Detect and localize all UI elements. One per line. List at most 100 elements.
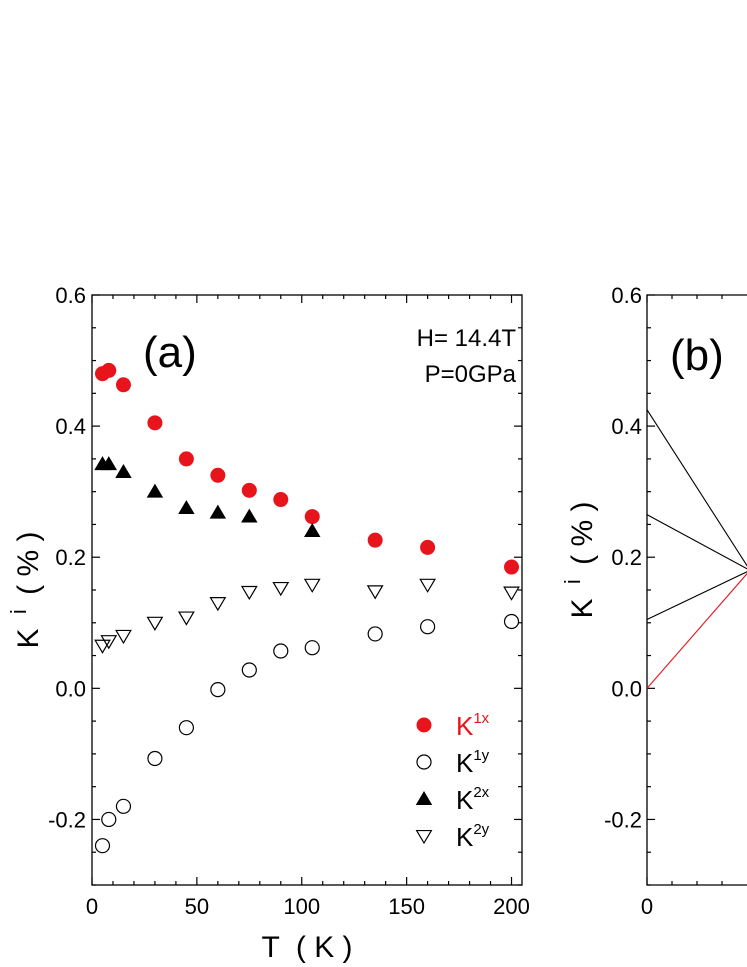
data-point-K2x — [178, 500, 195, 515]
data-point-K2y — [209, 597, 227, 612]
data-point-K1y — [503, 613, 520, 630]
panel-a-y-axis-label-sup: i — [6, 609, 31, 614]
legend-label-main: K — [456, 822, 474, 852]
series-K2y — [94, 578, 520, 654]
data-point-K1y — [273, 643, 289, 659]
data-point-K2y — [303, 578, 321, 593]
data-point-K1x — [178, 451, 194, 467]
data-point-K2x — [241, 508, 258, 523]
panel-a-ticks — [91, 294, 522, 886]
legend-label-main: K — [456, 711, 474, 741]
data-point-K1x — [504, 559, 520, 575]
data-point-K2y — [272, 581, 290, 597]
data-point-K1x — [115, 377, 131, 393]
panel-b: -0.2 0.0 0.2 0.4 0.6 0 (b) K i ( % ) — [554, 283, 747, 919]
panel-a-annotation-field: H= 14.4T — [417, 325, 517, 352]
data-point-K1x — [101, 362, 117, 378]
series-K2x — [94, 456, 321, 537]
data-point-K2y — [146, 616, 164, 631]
panel-b-ytick-label: 0.2 — [611, 545, 642, 570]
data-point-K1x — [367, 532, 383, 548]
legend-label-K1y: K1y — [456, 747, 490, 778]
panel-b-ticks — [646, 294, 723, 886]
panel-a-label: (a) — [143, 328, 197, 377]
panel-b-y-axis-label-sup: i — [560, 579, 585, 584]
data-point-K1x — [420, 539, 436, 555]
data-point-K1y — [115, 798, 132, 814]
panel-a: -0.2 0.0 0.2 0.4 0.6 0 50 100 150 200 (a) H= 14.… — [0, 283, 530, 964]
data-point-K2y — [366, 585, 384, 600]
panel-a-annotation-pressure: P=0GPa — [425, 361, 517, 388]
legend-label-K2y: K2y — [456, 821, 490, 852]
panel-b-y-axis-label: K i ( % ) — [554, 502, 599, 619]
data-point-K1y — [178, 720, 194, 736]
data-point-K2x — [146, 483, 164, 498]
panel-a-markers — [94, 362, 520, 854]
legend-label-K1x: K1x — [456, 710, 490, 741]
data-point-K1y — [367, 626, 383, 642]
data-point-K1y — [101, 811, 117, 828]
data-point-K2y — [503, 586, 520, 601]
data-point-K1x — [241, 482, 257, 498]
panel-a-xtick-label: 50 — [185, 894, 209, 919]
data-point-K1x — [210, 467, 226, 483]
svg-text:K i ( % ): K i ( % ) — [0, 532, 45, 649]
panel-a-xtick-labels: 0 50 100 150 200 — [86, 894, 530, 919]
data-point-K1y — [420, 619, 436, 635]
data-point-K2y — [115, 629, 132, 645]
data-point-K1y — [210, 682, 226, 698]
data-point-K2y — [419, 578, 437, 593]
panel-a-ytick-label: 0.0 — [55, 676, 86, 701]
legend-entry-K2x: K2x — [415, 784, 490, 815]
panel-a-y-axis-label: K i ( % ) — [0, 532, 45, 649]
legend-label-sup: 1x — [473, 710, 489, 727]
data-point-K1y — [147, 750, 163, 767]
panel-b-y-axis-label-unit: ( % ) — [566, 502, 599, 565]
panel-b-lines — [646, 409, 747, 689]
data-point-K1x — [273, 492, 289, 508]
panel-a-ytick-label: 0.4 — [55, 414, 86, 439]
panel-b-ytick-label: 0.4 — [611, 414, 642, 439]
legend-entry-K1y: K1y — [416, 747, 490, 778]
data-point-K2y — [240, 585, 258, 601]
panel-a-ytick-label: 0.2 — [55, 545, 86, 570]
legend-label-main: K — [456, 748, 474, 778]
data-point-K2x — [209, 504, 227, 519]
panel-b-line-1 — [646, 409, 747, 567]
data-point-K1y — [94, 838, 111, 854]
data-point-K2x — [304, 523, 321, 537]
series-K1y — [94, 613, 520, 854]
panel-a-y-axis-label-main: K — [12, 628, 45, 648]
data-point-K2y — [100, 635, 118, 650]
panel-a-xtick-label: 0 — [86, 894, 98, 919]
legend-marker-K2x — [415, 791, 433, 805]
panel-a-xtick-label: 200 — [493, 894, 530, 919]
data-point-K1x — [304, 509, 320, 525]
panel-b-y-axis-label-main: K — [566, 598, 599, 618]
legend-marker-K1x — [416, 717, 432, 733]
panel-b-ytick-label: 0.0 — [611, 676, 642, 701]
legend-label-sup: 2y — [473, 821, 489, 838]
panel-a-xtick-label: 150 — [388, 894, 425, 919]
data-point-K1y — [304, 640, 320, 656]
panel-b-label: (b) — [670, 331, 724, 380]
svg-text:K i ( % ): K i ( % ) — [554, 502, 599, 619]
panel-b-line-4 — [646, 572, 747, 689]
legend-label-sup: 1y — [473, 747, 489, 764]
data-point-K2x — [100, 456, 118, 471]
panel-b-line-2 — [646, 514, 747, 570]
panel-a-ytick-label: 0.6 — [55, 283, 86, 308]
panel-b-ytick-labels: -0.2 0.0 0.2 0.4 0.6 — [604, 283, 642, 832]
panel-b-line-3 — [646, 571, 747, 620]
data-point-K2y — [94, 639, 111, 654]
legend-entry-K2y: K2y — [415, 821, 490, 852]
panel-b-xtick-label-0: 0 — [641, 894, 653, 919]
legend-label-K2x: K2x — [456, 784, 490, 815]
panel-b-ytick-label: 0.6 — [611, 283, 642, 308]
panel-b-ytick-label: -0.2 — [604, 807, 642, 832]
panel-a-ytick-label: -0.2 — [48, 807, 86, 832]
legend-label-sup: 2x — [473, 784, 489, 801]
data-point-K2x — [115, 464, 132, 478]
legend-label-main: K — [456, 785, 474, 815]
